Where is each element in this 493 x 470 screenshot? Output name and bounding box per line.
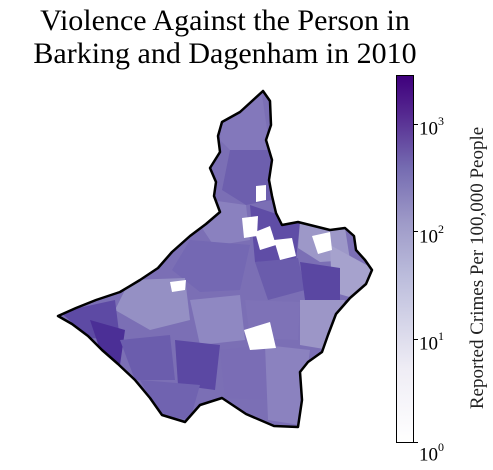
colorbar-label: Reported Crimes Per 100,000 People [467, 127, 489, 409]
colorbar-tick-label: 103 [419, 114, 444, 138]
colorbar-tickmark [414, 339, 418, 340]
colorbar [396, 75, 414, 443]
colorbar-tick-label: 100 [419, 440, 444, 464]
colorbar-tick-label: 102 [419, 222, 444, 246]
colorbar-tickmark [414, 231, 418, 232]
colorbar-tickmark [414, 442, 418, 443]
colorbar-tickmark [414, 124, 418, 125]
colorbar-tick-label: 101 [419, 329, 444, 353]
map-regions [50, 85, 380, 430]
